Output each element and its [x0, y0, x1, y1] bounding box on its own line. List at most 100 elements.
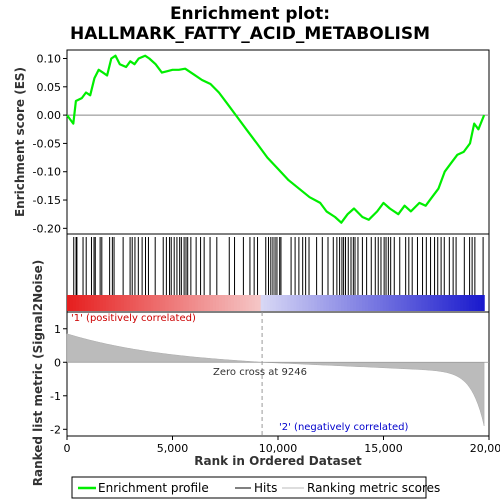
gradient-cell	[460, 295, 464, 311]
gradient-cell	[99, 295, 104, 311]
gradient-cell	[439, 295, 444, 311]
gradient-cell	[445, 295, 449, 311]
gradient-cell	[397, 295, 402, 311]
gradient-cell	[132, 295, 137, 311]
gradient-cell	[147, 295, 152, 311]
gradient-cell	[90, 295, 95, 311]
legend: Enrichment profile Hits Ranking metric s…	[71, 476, 440, 499]
gradient-cell	[359, 295, 363, 311]
es-y-tick-label: 0.05	[37, 81, 62, 94]
gradient-cell	[457, 295, 461, 311]
gradient-cell	[210, 295, 214, 311]
gradient-cell	[367, 295, 372, 311]
gradient-cell	[436, 295, 441, 311]
gradient-cell	[189, 295, 193, 311]
gradient-cell	[266, 295, 271, 311]
gradient-cell	[326, 295, 330, 311]
gradient-cell	[192, 295, 196, 311]
gradient-cell	[126, 295, 131, 311]
gradient-cell	[117, 295, 122, 311]
gradient-cell	[236, 295, 241, 311]
x-tick-label: 10,000	[259, 442, 298, 455]
gradient-cell	[448, 295, 452, 311]
gradient-cell	[260, 295, 265, 311]
gradient-cell	[251, 295, 256, 311]
gradient-cell	[81, 295, 86, 311]
gradient-cell	[418, 295, 423, 311]
hits-group	[73, 237, 484, 295]
gradient-cell	[218, 295, 223, 311]
gradient-cell	[427, 295, 432, 311]
gradient-cell	[84, 295, 89, 311]
gradient-cell	[305, 295, 309, 311]
gradient-cell	[353, 295, 357, 311]
es-y-tick-label: 0.00	[37, 109, 62, 122]
chart-title-line1: Enrichment plot:	[170, 4, 330, 24]
gradient-cell	[370, 295, 375, 311]
x-tick-label: 5,000	[157, 442, 189, 455]
gradient-cell	[93, 295, 98, 311]
gradient-cell	[67, 295, 71, 311]
gradient-cell	[409, 295, 414, 311]
gradient-cell	[400, 295, 405, 311]
metric-area-group	[66, 312, 489, 436]
gradient-cell	[105, 295, 110, 311]
gradient-cell	[385, 295, 390, 311]
metric-y-ticks: 1 0 -1 -2	[50, 323, 67, 436]
ranking-metric-area	[66, 333, 485, 426]
gradient-cell	[284, 295, 289, 311]
gradient-cell	[338, 295, 342, 311]
legend-hits-label: Hits	[254, 481, 277, 495]
gradient-cell	[299, 295, 303, 311]
gradient-cell	[195, 295, 199, 311]
gradient-cell	[478, 295, 482, 311]
gradient-cell	[415, 295, 420, 311]
gradient-cell	[433, 295, 438, 311]
gradient-cell	[344, 295, 348, 311]
gradient-cell	[269, 295, 274, 311]
gradient-cell	[302, 295, 306, 311]
gradient-cell	[475, 295, 479, 311]
gradient-cell	[391, 295, 396, 311]
es-y-ticks: 0.10 0.05 0.00 -0.05 -0.10 -0.15 -0.20	[33, 52, 67, 235]
gradient-cell	[388, 295, 393, 311]
gradient-cell	[481, 295, 485, 311]
gradient-cell	[177, 295, 181, 311]
positive-correlation-label: '1' (positively correlated)	[71, 313, 196, 324]
gradient-cell	[111, 295, 116, 311]
gradient-cell	[412, 295, 417, 311]
gradient-cell	[168, 295, 172, 311]
es-y-tick-label: -0.20	[33, 222, 61, 235]
metric-y-tick-label: 1	[54, 323, 61, 336]
gradient-cell	[263, 295, 268, 311]
gradient-cell	[463, 295, 467, 311]
gradient-cell	[311, 295, 315, 311]
gradient-cell	[224, 295, 229, 311]
gradient-cell	[364, 295, 369, 311]
gradient-cell	[329, 295, 333, 311]
metric-y-tick-label: -1	[50, 390, 61, 403]
es-line-group	[66, 54, 486, 224]
gradient-cell	[207, 295, 211, 311]
gradient-cell	[424, 295, 429, 311]
gradient-cell	[171, 295, 175, 311]
gradient-cell	[230, 295, 235, 311]
gradient-cell	[317, 295, 321, 311]
chart-title-line2: HALLMARK_FATTY_ACID_METABOLISM	[70, 24, 430, 44]
gradient-cell	[96, 295, 101, 311]
gradient-cell	[108, 295, 113, 311]
gradient-cell	[361, 295, 366, 311]
gradient-cell	[403, 295, 408, 311]
enrichment-profile-line	[66, 54, 486, 224]
gradient-cell	[204, 295, 208, 311]
es-y-tick-label: 0.10	[37, 52, 62, 65]
gradient-cell	[379, 295, 384, 311]
gradient-cell	[120, 295, 125, 311]
gradient-cell	[451, 295, 455, 311]
zero-cross-label: Zero cross at 9246	[213, 367, 307, 378]
gradient-cell	[272, 295, 277, 311]
es-y-axis-label: Enrichment score (ES)	[13, 67, 27, 217]
x-axis-label: Rank in Ordered Dataset	[194, 454, 362, 468]
gradient-cell	[72, 295, 77, 311]
gradient-cell	[153, 295, 157, 311]
